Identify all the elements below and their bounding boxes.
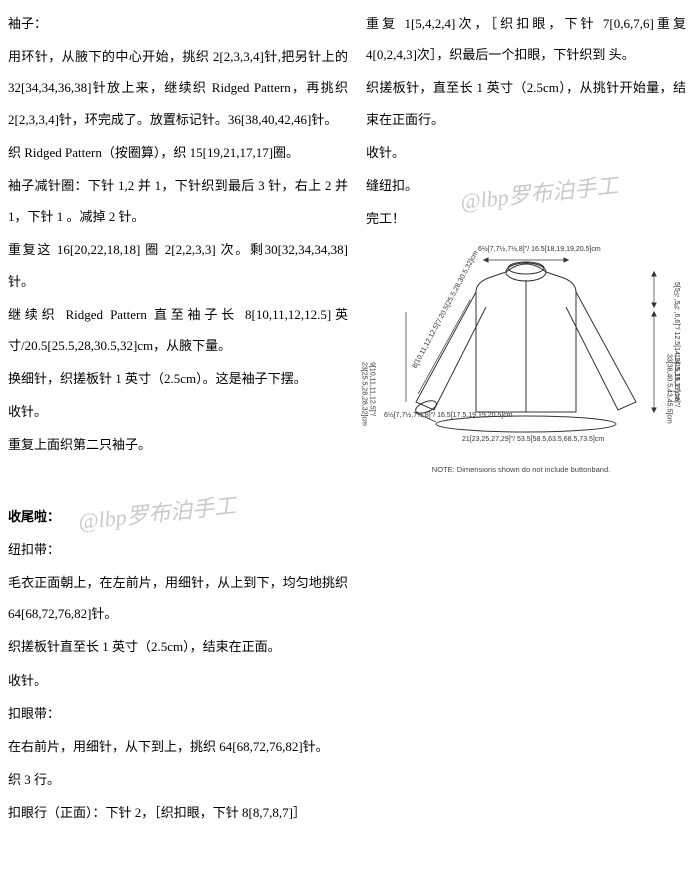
- para: 换细针，织搓板针 1 英寸（2.5cm）。这是袖子下摆。: [8, 363, 348, 394]
- para: 毛衣正面朝上，在左前片，用细针，从上到下，均匀地挑织 64[68,72,76,8…: [8, 567, 348, 629]
- finish-heading: 收尾啦：: [8, 501, 348, 532]
- para: 继续织 Ridged Pattern 直至袖子长 8[10,11,12,12.5…: [8, 299, 348, 361]
- para: 收针。: [366, 137, 686, 168]
- para: 袖子减针圈：下针 1,2 并 1，下针织到最后 3 针，右上 2 并 1，下针 …: [8, 170, 348, 232]
- para: 织 3 行。: [8, 764, 348, 795]
- schematic-note: NOTE: Dimensions shown do not include bu…: [366, 465, 676, 474]
- dim-upper-arm: 9[10,11,11,12.5]"/ 23[25.5,28,28,32]cm: [360, 362, 375, 474]
- left-column: 袖子： 用环针，从腋下的中心开始，挑织 2[2,3,3,4]针,把另针上的 32…: [8, 8, 348, 831]
- para: 织搓板针，直至长 1 英寸（2.5cm），从挑针开始量，结束在正面行。: [366, 72, 686, 134]
- para: 重复 1[5,4,2,4]次，［织扣眼，下针 7[0,6,7,6]重复4[0,2…: [366, 8, 686, 70]
- buttonhole-heading: 扣眼带：: [8, 698, 348, 729]
- schematic-diagram: 6½[7,7½,7½,8]"/ 16.5[18,19,19,20.5]cm 5[…: [366, 244, 676, 474]
- page: 袖子： 用环针，从腋下的中心开始，挑织 2[2,3,3,4]针,把另针上的 32…: [0, 0, 700, 839]
- para: 收针。: [8, 665, 348, 696]
- para: 收针。: [8, 396, 348, 427]
- para: 完工！: [366, 203, 686, 234]
- para: 织 Ridged Pattern（按圈算），织 15[19,21,17,17]圈…: [8, 137, 348, 168]
- para: 织搓板针直至长 1 英寸（2.5cm），结束在正面。: [8, 631, 348, 662]
- para: 重复这 16[20,22,18,18] 圈 2[2,2,3,3] 次。剩30[3…: [8, 234, 348, 296]
- buttonband-heading: 纽扣带：: [8, 534, 348, 565]
- sleeve-heading: 袖子：: [8, 8, 348, 39]
- para: 重复上面织第二只袖子。: [8, 429, 348, 460]
- dim-body-length: 13[15,16,17,18]"/ 33[38,40.5,43,45.5]cm: [665, 354, 680, 474]
- para: 缝纽扣。: [366, 170, 686, 201]
- dim-chest: 21[23,25,27,29]"/ 53.5[58.5,63.5,68.5,73…: [462, 436, 604, 444]
- dim-neck-width: 6½[7,7½,7½,8]"/ 16.5[18,19,19,20.5]cm: [478, 246, 601, 254]
- para: 在右前片，用细针，从下到上，挑织 64[68,72,76,82]针。: [8, 731, 348, 762]
- dim-cuff: 6½[7,7½,7½,8]"/ 16.5[17.5,19,19,20.5]cm: [384, 412, 513, 420]
- para: 用环针，从腋下的中心开始，挑织 2[2,3,3,4]针,把另针上的 32[34,…: [8, 41, 348, 135]
- para: 扣眼行（正面）：下针 2，［织扣眼，下针 8[8,7,8,7]］: [8, 797, 348, 828]
- right-column: 重复 1[5,4,2,4]次，［织扣眼，下针 7[0,6,7,6]重复4[0,2…: [366, 8, 686, 831]
